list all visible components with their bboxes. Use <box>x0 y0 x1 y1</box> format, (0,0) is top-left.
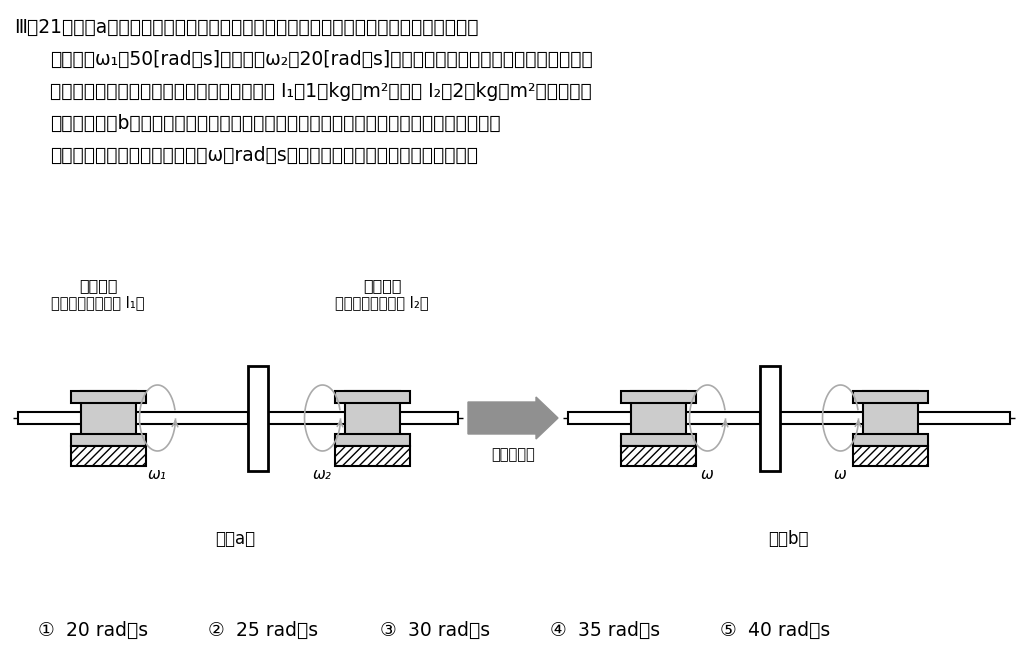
Bar <box>81 390 135 445</box>
Bar <box>71 390 145 403</box>
Text: 図（a）: 図（a） <box>215 530 255 548</box>
Bar <box>18 412 248 424</box>
Bar <box>780 412 1010 424</box>
Text: 25 rad／s: 25 rad／s <box>236 620 318 640</box>
Bar <box>568 412 760 424</box>
Text: ②: ② <box>208 620 224 640</box>
Text: ω₂: ω₂ <box>313 467 332 482</box>
Text: その後，図（b）に示すように，ロータ１を軸方向に移動させて２つのロータを瞬間的に: その後，図（b）に示すように，ロータ１を軸方向に移動させて２つのロータを瞬間的に <box>50 114 501 133</box>
Bar <box>621 390 695 403</box>
Text: 40 rad／s: 40 rad／s <box>748 620 830 640</box>
Text: ロータ１: ロータ１ <box>79 278 118 293</box>
Bar <box>71 434 145 445</box>
Text: （慣性モーメント I₁）: （慣性モーメント I₁） <box>51 295 144 310</box>
Text: ω₁: ω₁ <box>148 467 167 482</box>
Text: 35 rad／s: 35 rad／s <box>578 620 660 640</box>
Bar <box>853 390 928 403</box>
Text: の回転軸まわりの慣性モーメントはそれぞれ I₁＝1［kg・m²］及び I₂＝2［kg・m²］である。: の回転軸まわりの慣性モーメントはそれぞれ I₁＝1［kg・m²］及び I₂＝2［… <box>50 82 592 101</box>
Text: ω: ω <box>835 467 847 482</box>
Text: ⑤: ⑤ <box>720 620 736 640</box>
Text: ω: ω <box>701 467 714 482</box>
Bar <box>760 365 780 470</box>
Text: 図（b）: 図（b） <box>768 530 808 548</box>
Text: Ⅲ－21　図（a）に示すように，２つのロータ１及びロータ２が同じ軸まわりにそれぞれ: Ⅲ－21 図（a）に示すように，２つのロータ１及びロータ２が同じ軸まわりにそれぞ… <box>14 18 478 37</box>
Bar <box>853 445 928 465</box>
Text: （慣性モーメント I₂）: （慣性モーメント I₂） <box>335 295 429 310</box>
Bar <box>71 445 145 465</box>
Bar <box>621 434 695 445</box>
Bar <box>268 412 458 424</box>
Bar <box>621 445 695 465</box>
Bar <box>335 434 410 445</box>
FancyArrow shape <box>468 397 558 439</box>
Text: 20 rad／s: 20 rad／s <box>66 620 148 640</box>
Text: 一体化した。一体化後の角速度ω［rad／s］として，最も適切なものはどれか。: 一体化した。一体化後の角速度ω［rad／s］として，最も適切なものはどれか。 <box>50 146 478 165</box>
Text: ロータ２: ロータ２ <box>362 278 401 293</box>
Bar <box>862 390 918 445</box>
Bar <box>853 434 928 445</box>
Text: （一体化）: （一体化） <box>492 447 535 462</box>
Text: 30 rad／s: 30 rad／s <box>408 620 490 640</box>
Bar <box>344 390 399 445</box>
Bar <box>335 390 410 403</box>
Text: ③: ③ <box>380 620 396 640</box>
Bar <box>631 390 685 445</box>
Bar <box>248 365 268 470</box>
Bar <box>335 445 410 465</box>
Text: 角速度　ω₁＝50[rad／s]　及び　ω₂＝20[rad／s]で回転している。ロータ１及びロータ２: 角速度 ω₁＝50[rad／s] 及び ω₂＝20[rad／s]で回転している。… <box>50 50 593 69</box>
Text: ①: ① <box>38 620 54 640</box>
Text: ④: ④ <box>550 620 566 640</box>
